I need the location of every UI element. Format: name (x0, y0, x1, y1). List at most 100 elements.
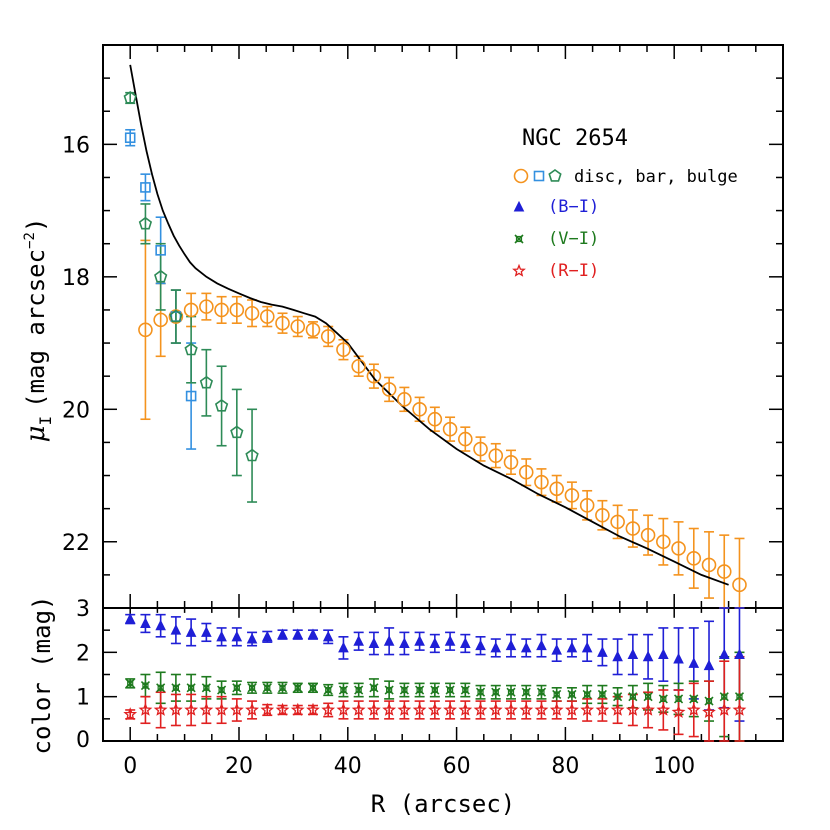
disc-point (320, 329, 336, 344)
(V−I)-point (613, 692, 623, 702)
errorbar (231, 698, 242, 722)
(B−I)-point (246, 632, 258, 644)
(B−I)-point (688, 657, 700, 668)
(R−I)-point (702, 704, 716, 718)
(R−I)-point (382, 702, 397, 716)
(R−I)-point (473, 702, 488, 716)
disc-point (488, 448, 504, 463)
disc-point (442, 421, 458, 437)
upper-y-tick-labels: 16 18 20 22 (62, 133, 90, 555)
(V−I)-point (460, 685, 470, 695)
disc-point (458, 431, 473, 447)
(B−I)-point (231, 630, 243, 642)
disc-point (732, 577, 747, 593)
disc-point (214, 302, 229, 318)
(V−I)-point (399, 685, 409, 695)
x-tick-label: 100 (653, 754, 695, 779)
legend-title: NGC 2654 (522, 126, 628, 151)
(V−I)-point (658, 694, 668, 704)
(V−I)-point (308, 683, 318, 693)
disc-point (153, 312, 168, 328)
legend-color-marker (512, 263, 526, 277)
errorbar (231, 388, 242, 477)
errorbar (140, 239, 151, 421)
(V−I)-point (186, 683, 196, 693)
bar-point (124, 132, 136, 144)
upper-y-tick-label: 20 (62, 398, 90, 423)
y-title-subscript: I (36, 416, 55, 426)
disc-point (625, 521, 641, 536)
x-axis-title: R (arcsec) (371, 790, 516, 818)
disc-point (259, 309, 275, 324)
lower-y-tick-label: 2 (76, 641, 90, 666)
(R−I)-point (671, 705, 686, 719)
disc-point (534, 474, 549, 490)
errorbar (506, 449, 516, 476)
(R−I)-point (153, 702, 168, 716)
(V−I)-point (734, 692, 745, 702)
(R−I)-point (290, 702, 305, 716)
(R−I)-point (580, 702, 595, 716)
upper-y-axis-title: μI (mag arcsec−2) (21, 218, 55, 443)
(B−I)-point (520, 641, 532, 653)
bulge-point (169, 309, 183, 323)
errorbar (201, 348, 212, 417)
(B−I)-point (551, 643, 563, 655)
errorbar (704, 680, 715, 742)
(V−I)-point (521, 687, 531, 697)
(V−I)-point (719, 692, 729, 702)
errorbar (627, 509, 638, 548)
(R−I)-point (412, 702, 427, 716)
bar-point (185, 390, 197, 402)
(V−I)-point (201, 683, 211, 693)
bulge-point (199, 375, 214, 389)
legend-pentagon-marker (548, 169, 562, 182)
errorbar (231, 295, 242, 324)
errorbar (307, 321, 318, 339)
(B−I)-point (536, 639, 547, 651)
bulge-point (230, 425, 244, 439)
(B−I)-point (216, 630, 227, 642)
disc-point (275, 315, 290, 331)
(V−I)-point (536, 687, 547, 697)
disc-point (381, 382, 397, 397)
disc-point (183, 302, 199, 318)
errorbar (429, 406, 440, 432)
errorbar (125, 128, 136, 147)
errorbar (170, 693, 181, 727)
legend-color-marker (514, 234, 524, 244)
disc-point (199, 299, 214, 314)
axis-ticks (103, 44, 783, 742)
bar-point (155, 245, 166, 256)
(V−I)-point (491, 687, 501, 697)
(R−I)-point (184, 702, 199, 716)
(V−I)-point (293, 683, 303, 693)
disc-point (244, 305, 260, 321)
(V−I)-point (475, 687, 486, 697)
(B−I)-point (201, 626, 212, 637)
(B−I)-point (124, 612, 136, 624)
errorbar (445, 416, 456, 442)
(V−I)-point (552, 689, 562, 700)
bulge-point (154, 269, 168, 283)
disc-point (336, 342, 351, 357)
errorbar (140, 695, 151, 725)
errorbar (247, 408, 258, 503)
(V−I)-point (582, 689, 592, 700)
y-title-units: (mag arcsec (22, 249, 50, 408)
disc-point (397, 392, 412, 407)
x-tick-label: 20 (225, 754, 253, 779)
(B−I)-point (612, 650, 623, 662)
errorbar (460, 426, 471, 452)
lower-plot-area (123, 607, 747, 742)
(R−I)-point (306, 702, 320, 716)
errorbar (688, 527, 699, 589)
(V−I)-point (369, 683, 379, 693)
(R−I)-point (732, 702, 747, 716)
lower-errorbars (125, 607, 745, 742)
(R−I)-point (625, 702, 640, 716)
(R−I)-point (169, 702, 183, 716)
x-tick-labels: 0 20 40 60 80 100 (123, 754, 695, 779)
upper-y-tick-label: 18 (62, 266, 90, 291)
disc-point (412, 401, 427, 417)
